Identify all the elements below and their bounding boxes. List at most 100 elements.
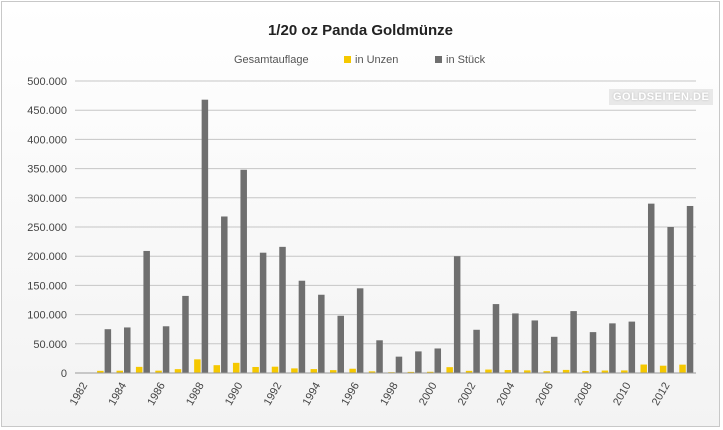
bar-stueck xyxy=(162,326,170,373)
bar-stueck xyxy=(647,203,655,373)
chart-bars xyxy=(97,99,694,374)
bar-stueck xyxy=(453,256,461,373)
bar-unzen xyxy=(524,370,531,373)
bar-stueck xyxy=(434,348,442,373)
legend-swatch-unzen xyxy=(344,56,351,63)
bar-unzen xyxy=(621,370,628,373)
bar-unzen xyxy=(659,365,667,373)
y-tick-label: 0 xyxy=(61,368,67,380)
y-tick-label: 100.000 xyxy=(27,310,67,322)
bar-stueck xyxy=(570,311,577,373)
bar-stueck xyxy=(104,329,112,373)
bar-stueck xyxy=(201,99,209,374)
x-tick-label: 1998 xyxy=(378,381,401,408)
bar-stueck xyxy=(143,250,150,373)
x-tick-label: 2004 xyxy=(495,381,518,408)
y-tick-label: 400.000 xyxy=(27,134,67,146)
bar-unzen xyxy=(349,368,356,373)
x-tick-label: 2002 xyxy=(456,381,479,408)
x-tick-label: 2010 xyxy=(611,381,634,408)
x-tick-label: 1984 xyxy=(106,381,129,408)
bar-unzen xyxy=(640,364,647,373)
bar-unzen xyxy=(232,362,240,373)
watermark-logo: GOLDSEITEN.DE xyxy=(609,89,714,105)
bar-unzen xyxy=(465,370,473,373)
bar-unzen xyxy=(329,370,337,373)
bar-unzen xyxy=(174,369,182,373)
legend-label-unzen: in Unzen xyxy=(355,54,399,66)
bar-stueck xyxy=(550,336,558,373)
bar-unzen xyxy=(135,366,143,373)
x-tick-label: 1988 xyxy=(184,381,207,408)
x-tick-label: 1996 xyxy=(339,381,362,408)
bar-unzen xyxy=(194,359,201,373)
y-tick-label: 50.000 xyxy=(33,339,67,351)
bar-stueck xyxy=(337,315,344,373)
bar-stueck xyxy=(259,252,267,373)
bar-unzen xyxy=(543,371,550,373)
bar-unzen xyxy=(446,367,453,373)
bar-stueck xyxy=(589,332,597,373)
bar-stueck xyxy=(124,327,131,373)
bar-unzen xyxy=(116,370,124,373)
bar-stueck xyxy=(609,323,616,373)
bar-stueck xyxy=(356,288,364,373)
x-tick-label: 2000 xyxy=(417,381,440,408)
y-axis: 0 50.000 100.000 150.000 200.000 250.000 300.0… xyxy=(27,76,67,380)
bar-stueck xyxy=(415,351,422,373)
bar-stueck xyxy=(240,169,247,373)
chart-title: 1/20 oz Panda Goldmünze xyxy=(267,22,454,39)
bar-stueck xyxy=(318,294,325,373)
bar-unzen xyxy=(679,364,686,373)
bar-unzen xyxy=(368,371,376,373)
bar-unzen xyxy=(427,371,434,373)
bar-stueck xyxy=(686,205,694,373)
y-tick-label: 350.000 xyxy=(27,164,67,176)
legend-swatch-stueck xyxy=(435,56,442,63)
x-axis: 1982 1984 1986 1988 1990 1992 1994 1996 1998 2000… xyxy=(68,372,696,408)
bar-unzen xyxy=(562,369,570,373)
x-tick-label: 2012 xyxy=(650,381,673,408)
bar-stueck xyxy=(221,216,228,373)
bar-unzen xyxy=(504,370,512,373)
x-tick-label: 1992 xyxy=(262,381,285,408)
x-tick-label: 2006 xyxy=(533,381,556,408)
y-tick-label: 150.000 xyxy=(27,280,67,292)
x-tick-label: 2008 xyxy=(572,381,595,408)
y-tick-label: 250.000 xyxy=(27,222,67,234)
x-tick-label: 1990 xyxy=(223,381,246,408)
bar-unzen xyxy=(252,366,259,373)
bar-stueck xyxy=(298,280,306,373)
bar-unzen xyxy=(407,371,415,373)
bar-unzen xyxy=(601,370,609,373)
x-tick-label: 1986 xyxy=(145,381,168,408)
bar-unzen xyxy=(485,369,492,373)
y-tick-label: 200.000 xyxy=(27,251,67,263)
legend-item-unzen[interactable]: in Unzen xyxy=(344,54,398,66)
bar-stueck xyxy=(395,356,403,373)
bar-unzen xyxy=(213,365,221,373)
bar-stueck xyxy=(376,340,383,373)
bar-unzen xyxy=(582,370,589,373)
bar-stueck xyxy=(531,320,539,373)
bar-stueck xyxy=(628,321,636,373)
bar-stueck xyxy=(492,304,500,373)
legend-label-stueck: in Stück xyxy=(446,54,486,66)
y-tick-label: 300.000 xyxy=(27,193,67,205)
bar-unzen xyxy=(271,366,279,373)
bar-stueck xyxy=(667,227,674,373)
bar-stueck xyxy=(473,329,480,373)
bar-unzen xyxy=(97,370,104,373)
bar-stueck xyxy=(279,246,286,373)
bar-unzen xyxy=(155,370,162,373)
bar-stueck xyxy=(182,295,189,373)
x-tick-label: 1982 xyxy=(68,381,91,408)
bar-stueck xyxy=(512,313,519,373)
legend-title: Gesamtauflage xyxy=(234,54,309,66)
bar-unzen xyxy=(310,369,318,373)
legend-item-stueck[interactable]: in Stück xyxy=(435,54,485,66)
chart-gridlines xyxy=(75,80,696,374)
bar-unzen xyxy=(291,368,298,373)
y-tick-label: 450.000 xyxy=(27,105,67,117)
